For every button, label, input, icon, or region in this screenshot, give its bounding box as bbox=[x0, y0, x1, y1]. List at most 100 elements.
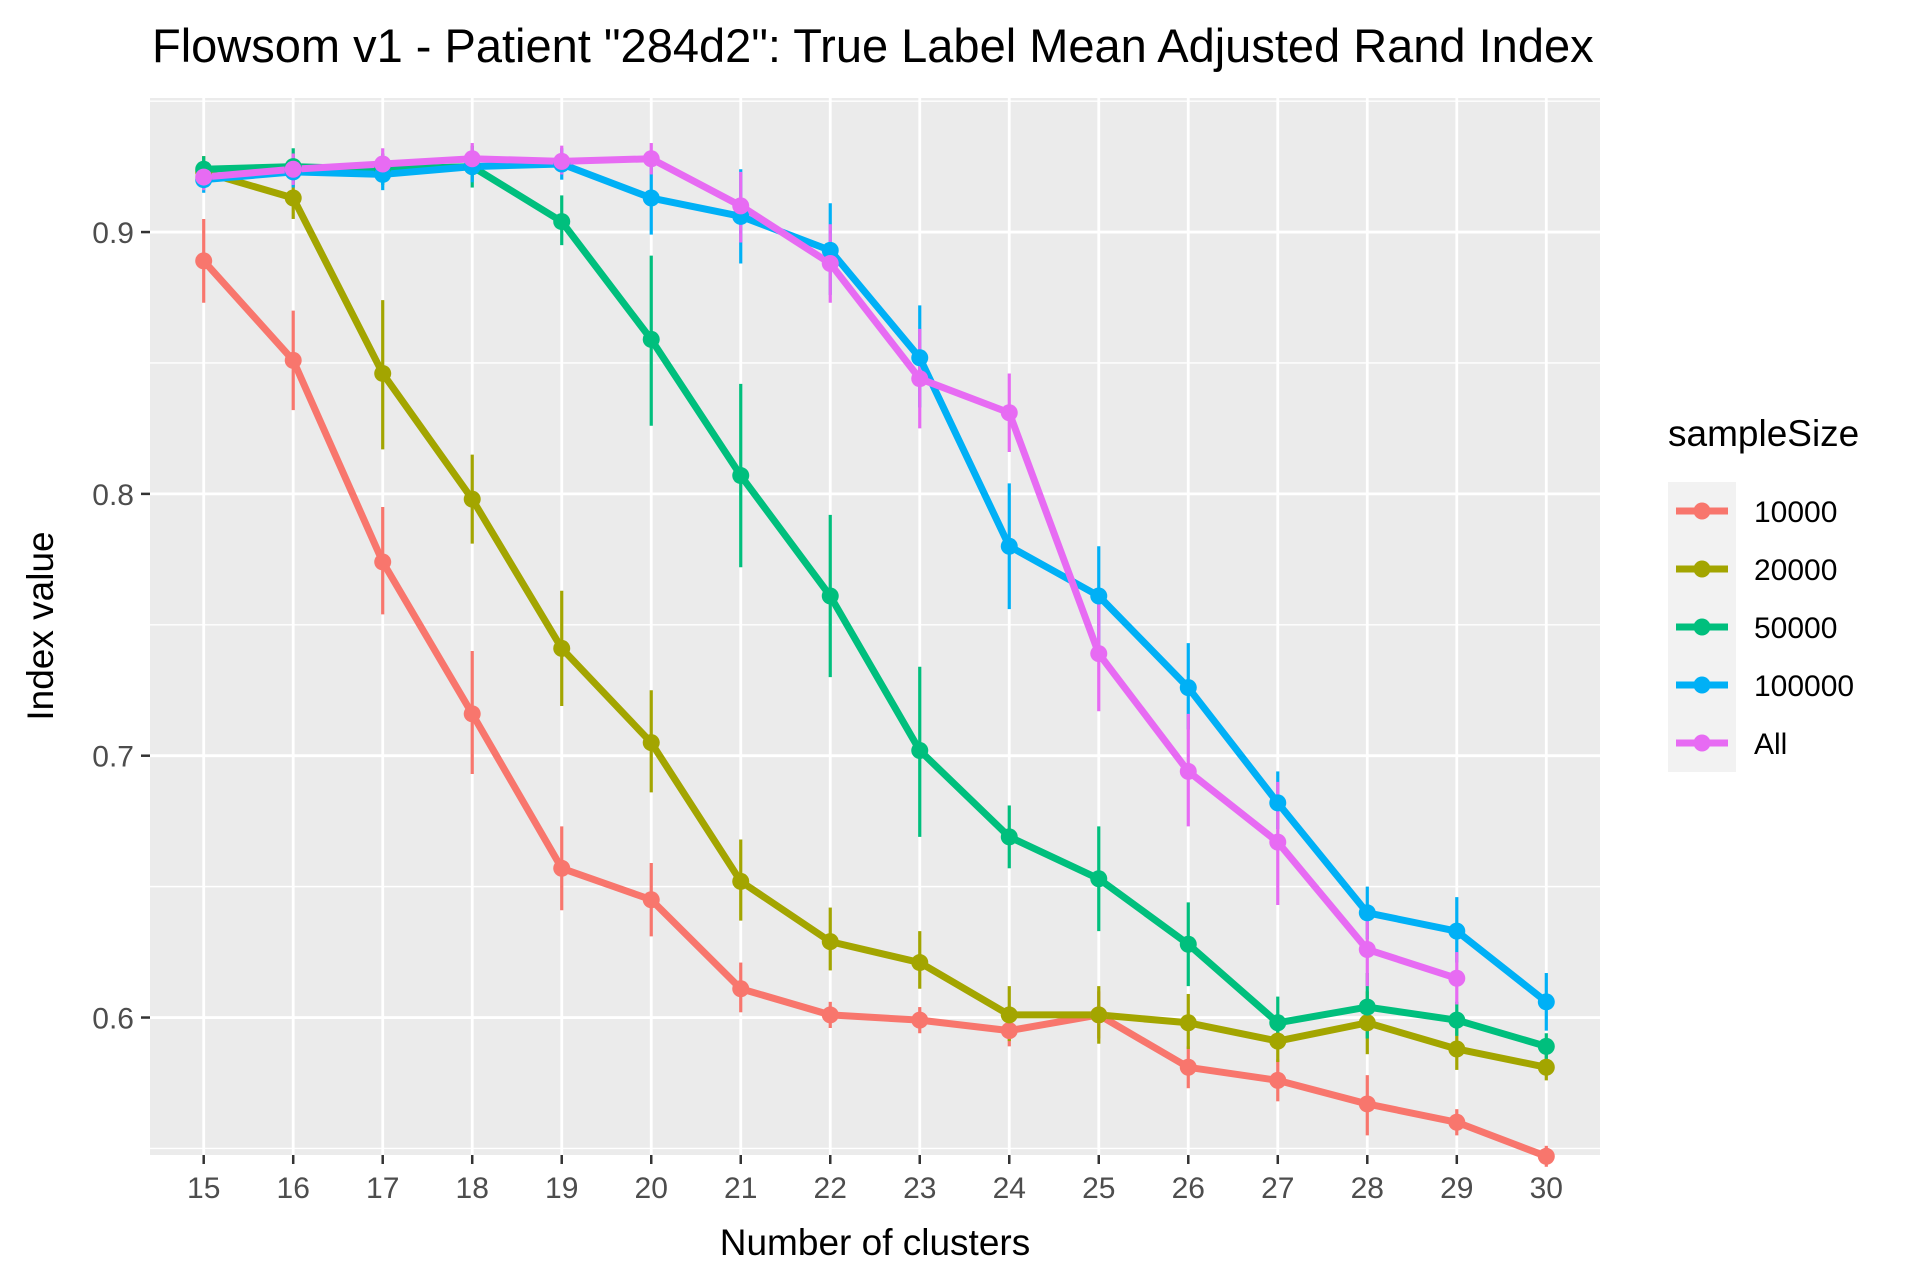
legend-label: 50000 bbox=[1754, 612, 1837, 645]
series-100000-point bbox=[1269, 794, 1287, 812]
series-all-point bbox=[463, 150, 481, 168]
y-tick-label: 0.6 bbox=[92, 1003, 134, 1036]
series-20000-point bbox=[732, 872, 750, 890]
series-all-point bbox=[195, 168, 213, 186]
y-tick-label: 0.8 bbox=[92, 479, 134, 512]
series-10000-point bbox=[911, 1011, 929, 1029]
x-tick-label: 15 bbox=[187, 1172, 220, 1205]
series-50000-point bbox=[1537, 1037, 1555, 1055]
series-50000-point bbox=[1269, 1014, 1287, 1032]
grid-minor bbox=[150, 100, 1600, 1150]
series-all-point bbox=[1358, 940, 1376, 958]
series-50000-point bbox=[642, 330, 660, 348]
series-10000-point bbox=[1000, 1022, 1018, 1040]
x-tick-label: 16 bbox=[277, 1172, 310, 1205]
series-50000-point bbox=[1448, 1011, 1466, 1029]
y-tick-label: 0.7 bbox=[92, 741, 134, 774]
series-10000-point bbox=[553, 859, 571, 877]
series-10000-point bbox=[374, 553, 392, 571]
series-100000-point bbox=[1179, 679, 1197, 697]
series-all-point bbox=[1179, 762, 1197, 780]
x-tick-label: 22 bbox=[814, 1172, 847, 1205]
series-50000-point bbox=[1090, 870, 1108, 888]
y-axis: 0.6 0.7 0.8 0.9 bbox=[92, 217, 150, 1036]
series-20000-point bbox=[1179, 1014, 1197, 1032]
series-20000-point bbox=[1090, 1006, 1108, 1024]
legend-key-point bbox=[1693, 618, 1711, 636]
x-tick-label: 19 bbox=[545, 1172, 578, 1205]
series-all-point bbox=[553, 152, 571, 170]
series-100000-point bbox=[1448, 922, 1466, 940]
series-20000-point bbox=[1358, 1014, 1376, 1032]
series-10000-point bbox=[1537, 1147, 1555, 1165]
x-axis: 15 16 17 18 19 20 21 22 23 24 25 26 27 28 29 30 bbox=[187, 1155, 1563, 1205]
legend-title: sampleSize bbox=[1668, 413, 1859, 454]
series-all-point bbox=[1000, 404, 1018, 422]
series-points bbox=[195, 150, 1555, 1165]
x-tick-label: 18 bbox=[456, 1172, 489, 1205]
series-20000-point bbox=[642, 734, 660, 752]
legend-key-point bbox=[1693, 502, 1711, 520]
x-tick-label: 26 bbox=[1172, 1172, 1205, 1205]
x-tick-label: 25 bbox=[1082, 1172, 1115, 1205]
series-100000-point bbox=[1090, 587, 1108, 605]
series-20000-point bbox=[911, 954, 929, 972]
series-10000-line bbox=[201, 258, 1548, 1160]
series-all-point bbox=[1269, 833, 1287, 851]
x-axis-title: Number of clusters bbox=[720, 1222, 1031, 1263]
series-100000-point bbox=[1537, 993, 1555, 1011]
series-all-point bbox=[284, 160, 302, 178]
series-50000-point bbox=[911, 741, 929, 759]
legend-key-point bbox=[1693, 734, 1711, 752]
legend-item-10000: 10000 bbox=[1668, 482, 1837, 540]
series-20000-point bbox=[374, 364, 392, 382]
legend: sampleSize 10000 20000 50000 100000 All bbox=[1668, 413, 1859, 772]
series-20000-line bbox=[202, 168, 1548, 1071]
legend-label: 20000 bbox=[1754, 554, 1837, 587]
series-20000-point bbox=[1269, 1032, 1287, 1050]
series-all-point bbox=[374, 155, 392, 173]
x-tick-label: 24 bbox=[993, 1172, 1026, 1205]
series-all-point bbox=[732, 197, 750, 215]
x-tick-label: 27 bbox=[1261, 1172, 1294, 1205]
series-50000-point bbox=[821, 587, 839, 605]
series-10000-point bbox=[284, 351, 302, 369]
series-10000-point bbox=[1269, 1071, 1287, 1089]
series-100000-point bbox=[1358, 904, 1376, 922]
x-tick-label: 29 bbox=[1440, 1172, 1473, 1205]
series-50000-point bbox=[1000, 828, 1018, 846]
series-10000-point bbox=[1448, 1113, 1466, 1131]
series-all-point bbox=[1448, 969, 1466, 987]
series-50000-point bbox=[1179, 935, 1197, 953]
x-tick-label: 17 bbox=[366, 1172, 399, 1205]
x-tick-label: 28 bbox=[1351, 1172, 1384, 1205]
series-100000-point bbox=[911, 349, 929, 367]
y-tick-label: 0.9 bbox=[92, 217, 134, 250]
x-tick-label: 23 bbox=[903, 1172, 936, 1205]
series-10000-point bbox=[732, 980, 750, 998]
series-50000-point bbox=[553, 213, 571, 231]
series-all-point bbox=[1090, 645, 1108, 663]
y-axis-title: Index value bbox=[20, 531, 61, 720]
series-100000-line bbox=[203, 160, 1549, 1005]
series-all-point bbox=[911, 370, 929, 388]
legend-key-point bbox=[1693, 676, 1711, 694]
legend-label: 10000 bbox=[1754, 496, 1837, 529]
legend-label: 100000 bbox=[1754, 670, 1854, 703]
series-20000-point bbox=[1000, 1006, 1018, 1024]
legend-key-point bbox=[1693, 560, 1711, 578]
series-20000-point bbox=[1537, 1058, 1555, 1076]
series-100000-point bbox=[1000, 537, 1018, 555]
series-all-point bbox=[821, 254, 839, 272]
series-10000-point bbox=[642, 891, 660, 909]
x-tick-label: 30 bbox=[1530, 1172, 1563, 1205]
series-20000-point bbox=[821, 933, 839, 951]
legend-item-100000: 100000 bbox=[1668, 656, 1854, 714]
x-tick-label: 21 bbox=[724, 1172, 757, 1205]
legend-item-50000: 50000 bbox=[1668, 598, 1837, 656]
series-20000-point bbox=[284, 189, 302, 207]
series-10000-point bbox=[821, 1006, 839, 1024]
series-50000-point bbox=[1358, 998, 1376, 1016]
series-20000-point bbox=[463, 490, 481, 508]
